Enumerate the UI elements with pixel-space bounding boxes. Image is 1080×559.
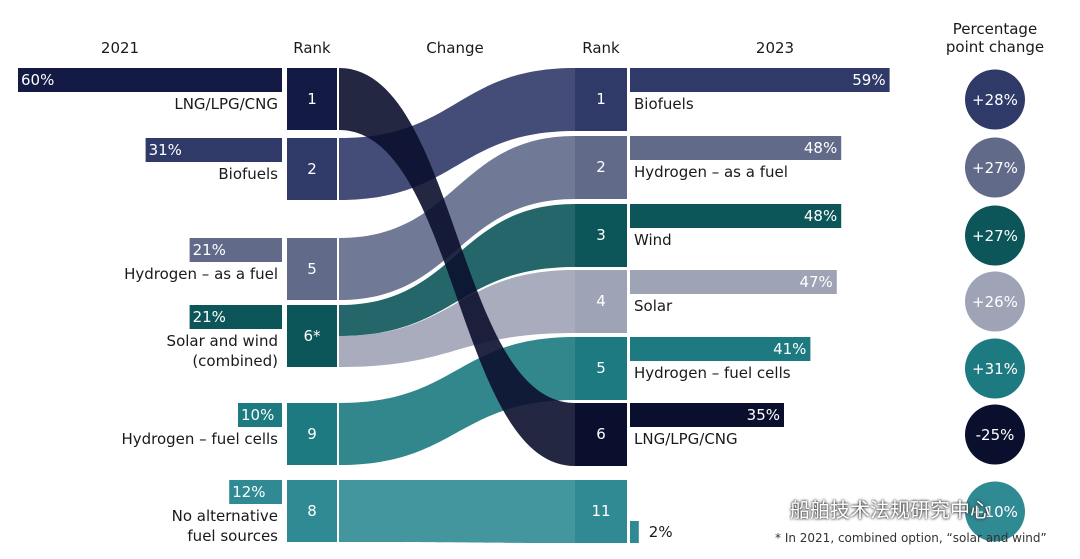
bar bbox=[630, 403, 784, 427]
value-label: 60% bbox=[21, 71, 55, 89]
category-label: Hydrogen – as a fuel bbox=[634, 163, 788, 181]
column-header: 2021 bbox=[100, 39, 140, 57]
change-label: +27% bbox=[972, 226, 1018, 245]
category-label: Solar bbox=[634, 297, 673, 315]
value-label: 2% bbox=[648, 523, 673, 541]
bar bbox=[229, 480, 282, 504]
rank-label: 4 bbox=[596, 292, 606, 310]
rank-label: 6 bbox=[596, 425, 606, 443]
category-label: LNG/LPG/CNG bbox=[174, 95, 278, 113]
rank-box bbox=[287, 138, 337, 200]
rank-box bbox=[575, 204, 627, 267]
rank-label: 1 bbox=[307, 90, 317, 108]
rank-box bbox=[287, 68, 337, 130]
rank-box bbox=[287, 480, 337, 542]
value-label: 12% bbox=[232, 483, 266, 501]
change-circle bbox=[965, 338, 1025, 399]
footnote: * In 2021, combined option, “solar and w… bbox=[775, 531, 1047, 545]
change-circle bbox=[965, 69, 1025, 130]
bar bbox=[238, 403, 282, 427]
rank-box bbox=[575, 270, 627, 333]
rank-box bbox=[575, 68, 627, 131]
rank-label: 2 bbox=[307, 160, 317, 178]
bar bbox=[630, 521, 639, 543]
flow bbox=[339, 68, 575, 200]
rank-box bbox=[575, 337, 627, 400]
change-label: -25% bbox=[975, 425, 1015, 444]
rank-label: 2 bbox=[596, 158, 606, 176]
rank-label: 1 bbox=[596, 90, 606, 108]
category-label: Biofuels bbox=[634, 95, 694, 113]
column-header: Rank bbox=[293, 39, 331, 57]
column-header: 2023 bbox=[755, 39, 795, 57]
category-label: Hydrogen – as a fuel bbox=[124, 265, 278, 283]
value-label: 48% bbox=[803, 207, 838, 225]
value-label: 21% bbox=[192, 308, 226, 326]
rank-box bbox=[287, 238, 337, 300]
category-label: No alternative fuel sources bbox=[171, 507, 278, 545]
rank-label: 11 bbox=[591, 502, 611, 520]
change-circle bbox=[965, 205, 1025, 266]
change-label: +26% bbox=[972, 292, 1018, 311]
bar bbox=[189, 238, 282, 262]
category-label: Hydrogen – fuel cells bbox=[634, 364, 791, 382]
bar bbox=[630, 204, 842, 228]
bar bbox=[630, 136, 842, 160]
flow bbox=[339, 68, 575, 466]
value-label: 31% bbox=[148, 141, 182, 159]
value-label: 21% bbox=[192, 241, 226, 259]
column-header: Percentage point change bbox=[945, 20, 1045, 56]
change-label: +28% bbox=[972, 90, 1018, 109]
value-label: 48% bbox=[803, 139, 838, 157]
category-label: Solar and wind (combined) bbox=[166, 332, 278, 370]
change-circle bbox=[965, 271, 1025, 332]
value-label: 41% bbox=[773, 340, 807, 358]
change-label: +10% bbox=[972, 502, 1018, 521]
column-header: Change bbox=[426, 39, 484, 57]
bar bbox=[18, 68, 282, 92]
bar bbox=[630, 337, 811, 361]
rank-label: 5 bbox=[307, 260, 317, 278]
change-label: +31% bbox=[972, 359, 1018, 378]
rank-box bbox=[575, 403, 627, 466]
rank-box bbox=[287, 305, 337, 367]
rank-label: 8 bbox=[307, 502, 317, 520]
category-label: Hydrogen – fuel cells bbox=[121, 430, 278, 448]
rank-label: 3 bbox=[596, 226, 606, 244]
watermark: 船舶技术法规研究中心 bbox=[790, 498, 990, 522]
bar bbox=[189, 305, 282, 329]
column-header: Rank bbox=[582, 39, 620, 57]
category-label: LNG/LPG/CNG bbox=[634, 430, 738, 448]
rank-label: 5 bbox=[596, 359, 606, 377]
value-label: 59% bbox=[852, 71, 886, 89]
bar bbox=[145, 138, 282, 162]
value-label: 10% bbox=[241, 406, 275, 424]
category-label: Biofuels bbox=[218, 165, 278, 183]
rank-label: 9 bbox=[307, 425, 317, 443]
bar bbox=[630, 270, 837, 294]
bar bbox=[630, 68, 890, 92]
rank-box bbox=[575, 480, 627, 543]
flow bbox=[339, 136, 575, 300]
change-label: +27% bbox=[972, 158, 1018, 177]
change-circle bbox=[965, 481, 1025, 542]
change-circle bbox=[965, 404, 1025, 465]
rank-label: 6* bbox=[303, 327, 321, 345]
value-label: 47% bbox=[799, 273, 833, 291]
category-label: Wind bbox=[634, 231, 672, 249]
flow bbox=[339, 270, 575, 367]
flow bbox=[339, 480, 575, 543]
rank-box bbox=[575, 136, 627, 199]
rank-box bbox=[287, 403, 337, 465]
value-label: 35% bbox=[746, 406, 780, 424]
change-circle bbox=[965, 137, 1025, 198]
